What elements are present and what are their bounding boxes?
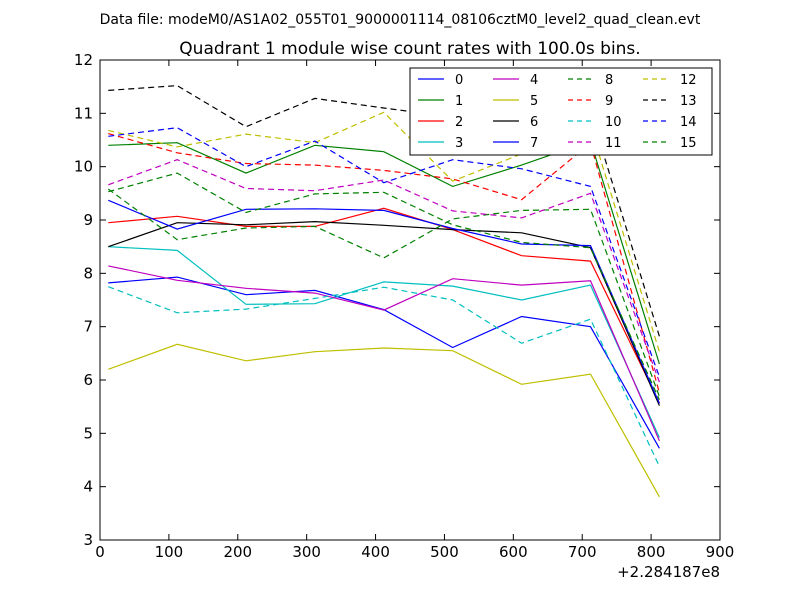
- legend-label: 6: [530, 115, 538, 130]
- x-tick-label: 900: [706, 543, 735, 561]
- x-tick-label: 700: [568, 543, 597, 561]
- legend-label: 1: [455, 94, 463, 109]
- x-tick-label: 400: [361, 543, 390, 561]
- y-tick-label: 3: [83, 531, 93, 549]
- legend-label: 7: [530, 136, 538, 151]
- x-tick-label: 500: [430, 543, 459, 561]
- series-line-8: [107, 188, 660, 397]
- legend-label: 5: [530, 94, 538, 109]
- y-tick-label: 6: [83, 371, 93, 389]
- y-tick-label: 5: [83, 424, 93, 442]
- legend-label: 4: [530, 73, 538, 88]
- x-tick-label: 200: [223, 543, 252, 561]
- x-tick-label: 100: [155, 543, 184, 561]
- series-line-11: [108, 159, 660, 383]
- series-line-3: [108, 246, 660, 438]
- x-tick-label: 800: [637, 543, 666, 561]
- legend-label: 11: [605, 136, 622, 151]
- legend-label: 14: [680, 115, 697, 130]
- series-line-15: [108, 172, 660, 400]
- legend-label: 15: [680, 136, 697, 151]
- chart-title: Quadrant 1 module wise count rates with …: [179, 39, 640, 59]
- series-line-2: [108, 207, 660, 404]
- legend-label: 12: [680, 73, 697, 88]
- legend-label: 8: [605, 73, 613, 88]
- y-tick-label: 4: [83, 478, 93, 496]
- series-layer: [107, 84, 660, 498]
- legend-label: 0: [455, 73, 463, 88]
- y-tick-label: 8: [83, 264, 93, 282]
- figure-suptitle: Data file: modeM0/AS1A02_055T01_90000011…: [100, 12, 701, 28]
- legend-label: 10: [605, 115, 622, 130]
- legend-box: [409, 67, 713, 156]
- series-line-6: [108, 220, 660, 406]
- legend-label: 13: [680, 94, 697, 109]
- x-axis-offset-label: +2.284187e8: [617, 563, 720, 581]
- y-tick-label: 12: [74, 51, 93, 69]
- series-line-5: [108, 343, 660, 498]
- legend-label: 2: [455, 115, 463, 130]
- axis-ticks: 0 100 200 300 400 500 600 700 800 900345678910111…: [74, 51, 734, 561]
- x-tick-label: 300: [292, 543, 321, 561]
- y-tick-label: 9: [83, 211, 93, 229]
- series-line-7: [108, 199, 660, 404]
- series-line-4: [108, 265, 660, 442]
- series-line-10: [108, 286, 660, 467]
- y-tick-label: 10: [74, 158, 93, 176]
- series-line-9: [108, 133, 660, 393]
- y-tick-label: 7: [83, 318, 93, 336]
- series-line-13: [108, 84, 660, 337]
- legend-label: 9: [605, 94, 613, 109]
- plot-frame: [99, 59, 721, 541]
- series-line-1: [108, 140, 660, 365]
- legend-label: 3: [455, 136, 463, 151]
- x-tick-label: 0: [95, 543, 105, 561]
- x-tick-label: 600: [499, 543, 528, 561]
- series-line-14: [108, 127, 660, 378]
- y-tick-label: 11: [74, 104, 93, 122]
- series-line-0: [108, 276, 660, 449]
- series-line-12: [108, 111, 660, 352]
